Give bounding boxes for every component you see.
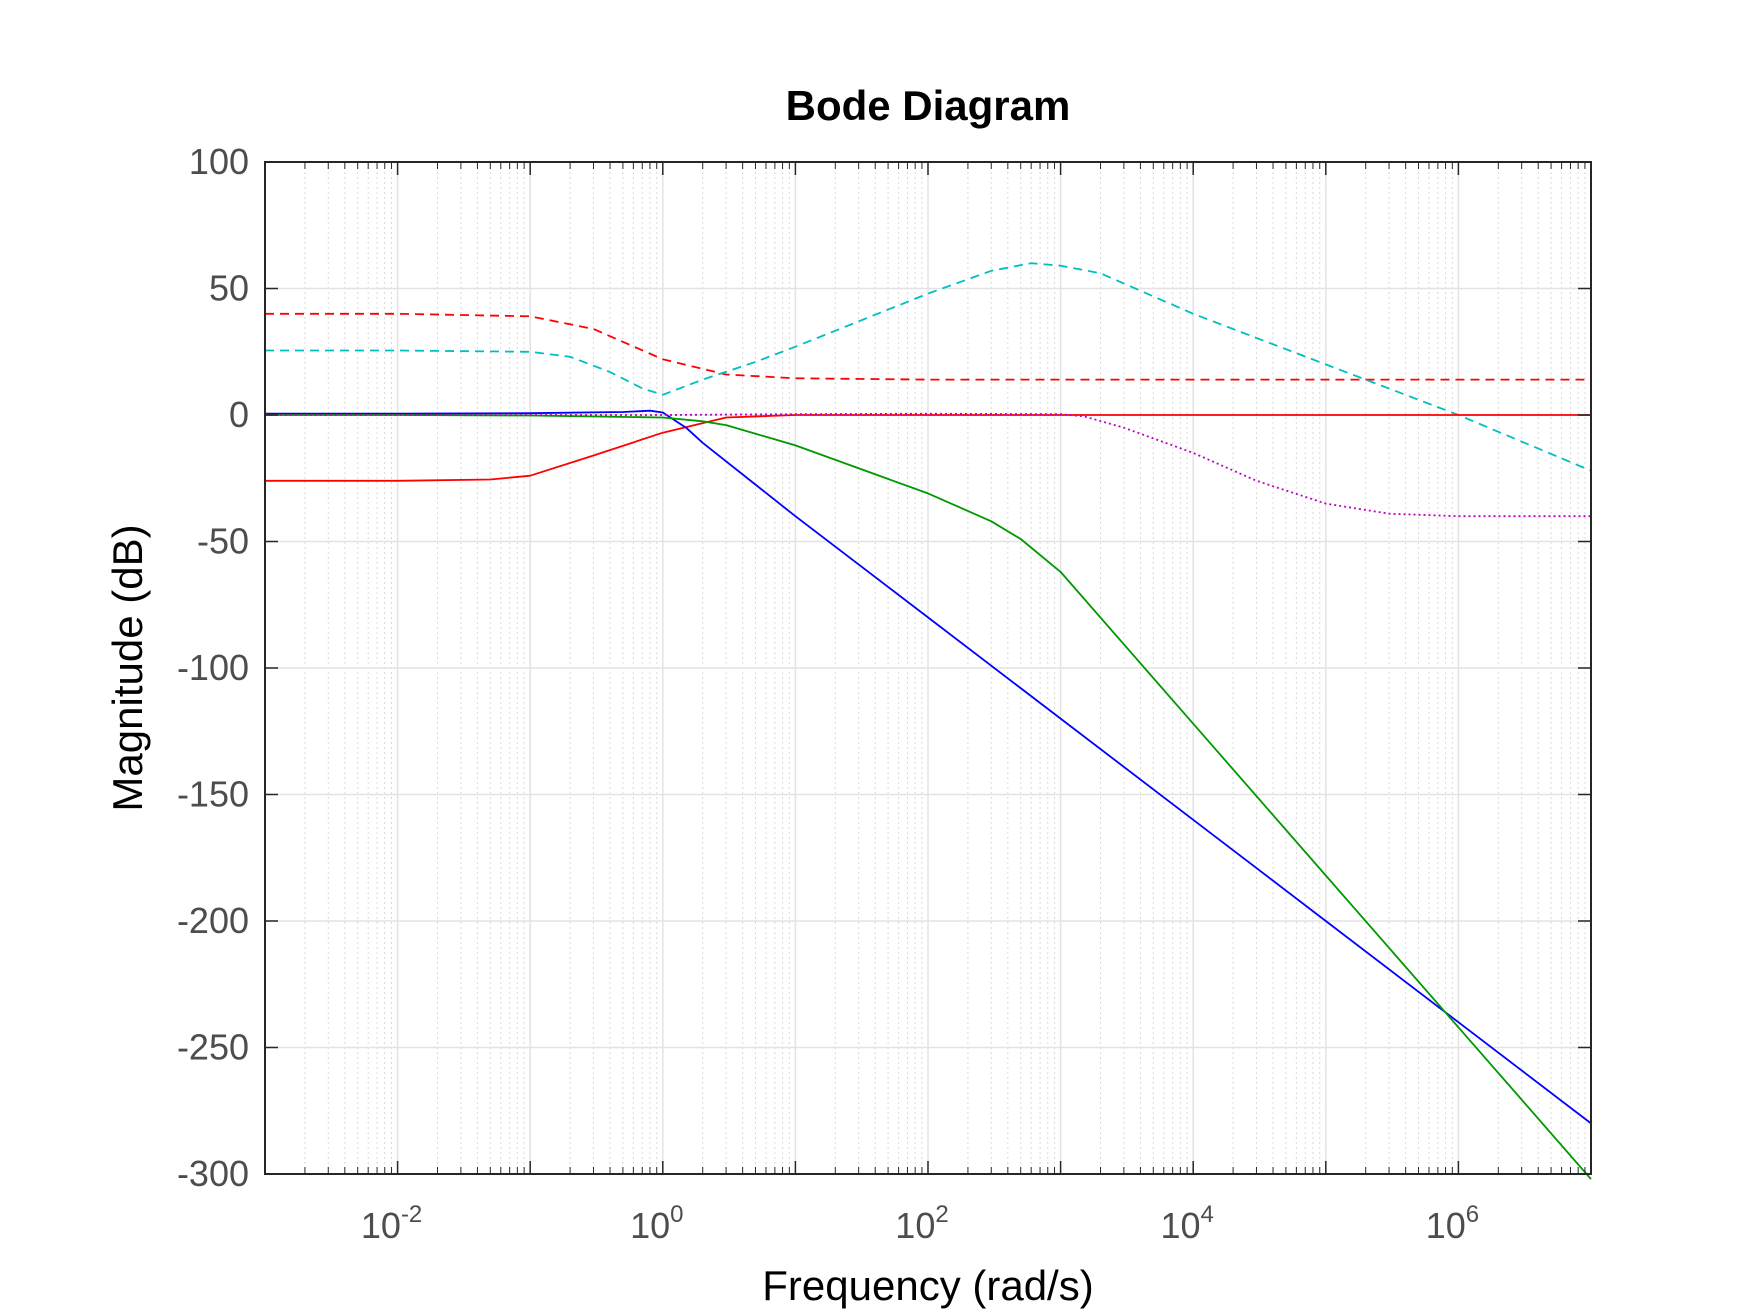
y-axis-label: Magnitude (dB) (104, 524, 151, 811)
x-axis-label: Frequency (rad/s) (762, 1262, 1093, 1309)
x-tick-base: 10 (1426, 1205, 1466, 1246)
y-tick-label: -50 (197, 521, 249, 562)
x-tick-label: 10-2 (361, 1201, 422, 1246)
x-tick-base: 10 (1160, 1205, 1200, 1246)
grid (265, 162, 1591, 1174)
x-tick-label: 104 (1160, 1201, 1213, 1246)
series-line-1 (265, 312, 1591, 381)
y-tick-label: -200 (177, 900, 249, 941)
y-tick-label: 50 (209, 268, 249, 309)
y-tick-label: -250 (177, 1027, 249, 1068)
y-tick-label: 100 (189, 141, 249, 182)
x-tick-label: 102 (895, 1201, 948, 1246)
series-line-2 (265, 262, 1592, 472)
series-layer (265, 262, 1592, 1180)
chart-title: Bode Diagram (786, 82, 1071, 129)
x-tick-exponent: 0 (670, 1201, 683, 1228)
y-tick-label: 0 (229, 394, 249, 435)
x-tick-exponent: 6 (1466, 1201, 1479, 1228)
x-tick-base: 10 (895, 1205, 935, 1246)
y-tick-label: -100 (177, 647, 249, 688)
x-tick-label: 100 (630, 1201, 683, 1246)
y-tick-label: -300 (177, 1153, 249, 1194)
x-tick-exponent: 4 (1201, 1201, 1214, 1228)
x-tick-base: 10 (630, 1205, 670, 1246)
y-tick-label: -150 (177, 774, 249, 815)
x-tick-base: 10 (361, 1205, 401, 1246)
x-tick-exponent: -2 (401, 1201, 422, 1228)
series-line-3 (265, 414, 1591, 482)
tick-marks (265, 161, 1591, 1175)
x-tick-label: 106 (1426, 1201, 1479, 1246)
x-tick-exponent: 2 (935, 1201, 948, 1228)
series-line-4 (265, 409, 1592, 1125)
series-line-5 (265, 414, 1592, 1180)
